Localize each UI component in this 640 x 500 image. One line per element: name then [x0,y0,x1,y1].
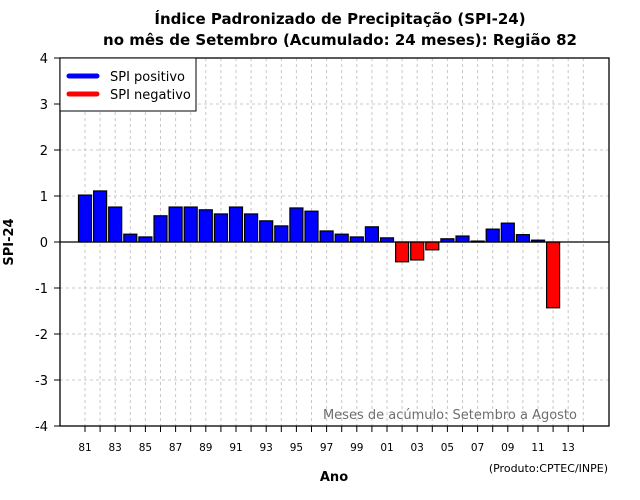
bar-1997 [319,230,334,243]
accumulation-annotation: Meses de acúmulo: Setembro a Agosto [323,408,577,423]
x-axis-label: Ano [320,470,348,485]
y-tick-label: -4 [35,420,48,435]
x-tick-label: 01 [380,442,393,454]
y-tick-label: 4 [40,52,48,67]
bar-1983 [108,206,123,243]
x-tick-label: 05 [441,442,454,454]
x-tick-label: 13 [562,442,575,454]
x-tick-label: 11 [531,442,544,454]
legend-label-positive: SPI positivo [110,70,185,85]
bar-2008 [485,228,500,243]
bar-1984 [123,233,138,243]
bar-1990 [213,213,228,243]
x-tick-label: 95 [290,442,303,454]
chart-title-line-1: Índice Padronizado de Precipitação (SPI-… [154,9,525,28]
bar-1989 [198,209,213,243]
y-tick-label: -2 [35,328,48,343]
y-tick-label: -1 [35,282,48,297]
bar-1993 [259,220,274,243]
bar-1992 [244,213,259,243]
product-credit: (Produto:CPTEC/INPE) [489,462,608,475]
x-tick-label: 97 [320,442,333,454]
bar-1999 [349,236,364,243]
bar-2003 [410,241,425,261]
bar-1987 [168,206,183,243]
x-tick-label: 09 [501,442,514,454]
bar-2002 [395,241,410,263]
bar-1996 [304,210,319,243]
bar-2009 [500,222,515,243]
bars [77,190,561,309]
bar-1995 [289,207,304,243]
bar-2004 [425,241,440,251]
bar-2006 [455,235,470,243]
x-tick-label: 87 [169,442,182,454]
bar-2010 [515,234,531,243]
chart-title-line-2: no mês de Setembro (Acumulado: 24 meses)… [103,31,577,49]
bar-1991 [228,206,244,243]
x-tick-label: 91 [229,442,242,454]
bar-1985 [138,236,153,243]
bar-1988 [183,206,198,243]
x-tick-label: 07 [471,442,484,454]
bar-2000 [364,226,379,243]
bar-1998 [334,233,349,243]
y-tick-label: 2 [40,144,48,159]
x-tick-label: 81 [78,442,91,454]
bar-1986 [153,215,168,243]
bar-1981 [77,194,93,243]
x-tick-label: 93 [260,442,273,454]
legend: SPI positivo SPI negativo [59,57,197,112]
y-tick-label: 1 [40,190,48,205]
y-tick-label: 0 [40,236,48,251]
bar-1982 [92,190,108,243]
x-tick-label: 03 [411,442,424,454]
y-tick-label: -3 [35,374,48,389]
legend-label-negative: SPI negativo [110,88,191,103]
y-axis-label: SPI-24 [2,218,17,265]
x-tick-label: 83 [109,442,122,454]
y-tick-label: 3 [40,98,48,113]
x-tick-label: 85 [139,442,152,454]
bar-2012 [545,241,561,309]
x-tick-label: 89 [199,442,212,454]
x-tick-label: 99 [350,442,363,454]
bar-1994 [274,225,289,243]
legend-box [59,57,197,112]
